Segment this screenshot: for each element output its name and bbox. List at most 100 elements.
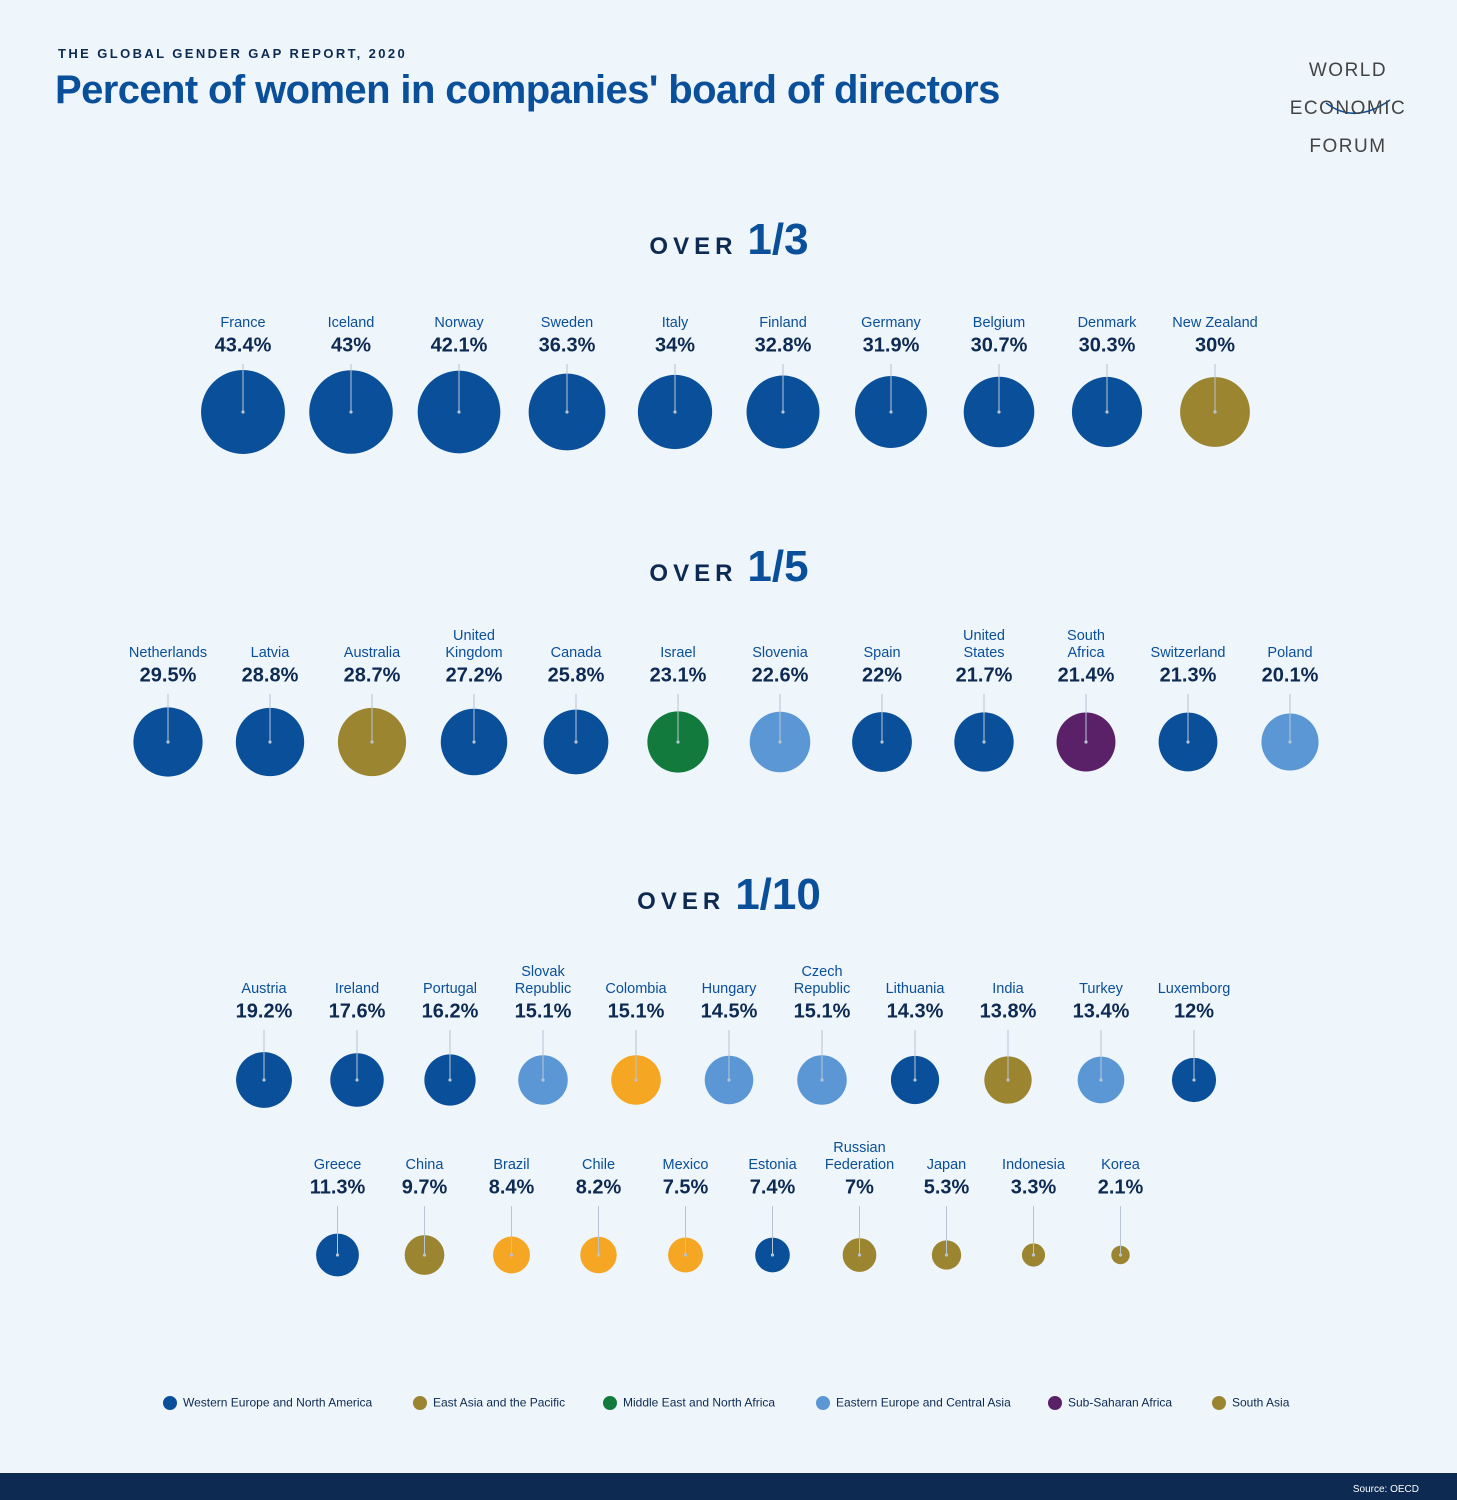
legend-marker (1048, 1396, 1062, 1410)
logo-swoosh (1325, 99, 1391, 115)
stem-dot (1213, 410, 1217, 414)
country-name: Lithuania (885, 981, 945, 997)
country-name: Spain (863, 645, 901, 661)
stem-dot (770, 1253, 775, 1257)
stem-dot (727, 1078, 731, 1082)
stem-dot (982, 740, 986, 744)
country-name: Colombia (605, 981, 667, 997)
country-name: Poland (1267, 645, 1313, 661)
stem-dot (422, 1253, 427, 1257)
stem-dot (889, 410, 893, 414)
stem-dot (355, 1078, 359, 1082)
stem-dot (673, 410, 677, 414)
country-name: France (220, 315, 266, 331)
stem-dot (448, 1078, 452, 1082)
value-label: 27.2% (445, 664, 503, 687)
country-name: Norway (434, 315, 484, 331)
stem-dot (997, 410, 1001, 414)
country-name: Austria (241, 981, 287, 997)
value-label: 30% (1194, 334, 1236, 357)
country-name: Switzerland (1150, 645, 1226, 661)
country-name: Luxemborg (1157, 981, 1231, 997)
country-name: Belgium (972, 315, 1026, 331)
country-name: Netherlands (128, 645, 208, 661)
value-label: 15.1% (793, 1000, 851, 1023)
stem-dot (1099, 1078, 1103, 1082)
group-heading: OVER 1/3 (649, 215, 808, 275)
value-label: 36.3% (538, 334, 596, 357)
heading-prefix: OVER (637, 888, 726, 915)
stem-dot (596, 1253, 601, 1257)
heading-fraction: 1/10 (735, 870, 821, 919)
value-label: 13.4% (1072, 1000, 1130, 1023)
value-label: 30.7% (970, 334, 1028, 357)
logo: WORLD ECONOMIC FORUM (1283, 42, 1413, 175)
heading-fraction: 1/5 (747, 542, 809, 591)
stem-dot (1118, 1253, 1123, 1257)
country-name: India (992, 981, 1024, 997)
stem-dot (370, 740, 374, 744)
country-name: New Zealand (1172, 315, 1258, 331)
stem-dot (913, 1078, 917, 1082)
country-name: Israel (660, 645, 696, 661)
value-label: 3.3% (1010, 1176, 1057, 1199)
country-name: China (405, 1157, 444, 1173)
stem-dot (676, 740, 680, 744)
stem-dot (1105, 410, 1109, 414)
country-name: Italy (661, 315, 689, 331)
legend-label: South Asia (1232, 1395, 1290, 1410)
stem-dot (820, 1078, 824, 1082)
stem-dot (1084, 740, 1088, 744)
stem-dot (166, 740, 170, 744)
country-name: Ireland (334, 981, 380, 997)
group-heading: OVER 1/5 (649, 542, 808, 602)
country-name: Turkey (1079, 981, 1123, 997)
value-label: 42.1% (430, 334, 488, 357)
value-label: 28.7% (343, 664, 401, 687)
legend-marker (163, 1396, 177, 1410)
country-name: Korea (1101, 1157, 1140, 1173)
value-label: 15.1% (607, 1000, 665, 1023)
value-label: 11.3% (309, 1176, 366, 1199)
value-label: 31.9% (862, 334, 920, 357)
country-name: Greece (313, 1157, 362, 1173)
value-label: 19.2% (235, 1000, 293, 1023)
value-label: 21.3% (1159, 664, 1217, 687)
logo-line: ECONOMIC (1289, 98, 1407, 119)
heading-prefix: OVER (649, 233, 738, 260)
country-name: Indonesia (1002, 1157, 1065, 1173)
value-label: 2.1% (1097, 1176, 1144, 1199)
stem-dot (565, 410, 569, 414)
country-name: Slovenia (752, 645, 808, 661)
country-name: Chile (581, 1157, 616, 1173)
legend-label: Eastern Europe and Central Asia (836, 1395, 1011, 1410)
country-name: Estonia (748, 1157, 797, 1173)
value-label: 9.7% (401, 1176, 448, 1199)
value-label: 23.1% (649, 664, 707, 687)
value-label: 29.5% (139, 664, 197, 687)
stem-dot (509, 1253, 514, 1257)
stem-dot (262, 1078, 266, 1082)
stem-dot (1192, 1078, 1196, 1082)
country-name: Denmark (1077, 315, 1137, 331)
country-name: Brazil (493, 1157, 530, 1173)
value-label: 43.4% (214, 334, 272, 357)
value-label: 13.8% (979, 1000, 1037, 1023)
value-label: 25.8% (547, 664, 605, 687)
stem-dot (778, 740, 782, 744)
value-label: 5.3% (923, 1176, 970, 1199)
value-label: 12% (1173, 1000, 1215, 1023)
stem-dot (944, 1253, 949, 1257)
country-name: Mexico (662, 1157, 709, 1173)
value-label: 21.4% (1057, 664, 1115, 687)
country-name: United States (963, 628, 1005, 661)
value-label: 15.1% (514, 1000, 572, 1023)
legend-label: East Asia and the Pacific (433, 1395, 566, 1410)
stem-dot (335, 1253, 340, 1257)
legend-label: Middle East and North Africa (623, 1395, 776, 1410)
value-label: 14.3% (886, 1000, 944, 1023)
country-name: Germany (861, 315, 921, 331)
logo-line: FORUM (1309, 136, 1387, 157)
